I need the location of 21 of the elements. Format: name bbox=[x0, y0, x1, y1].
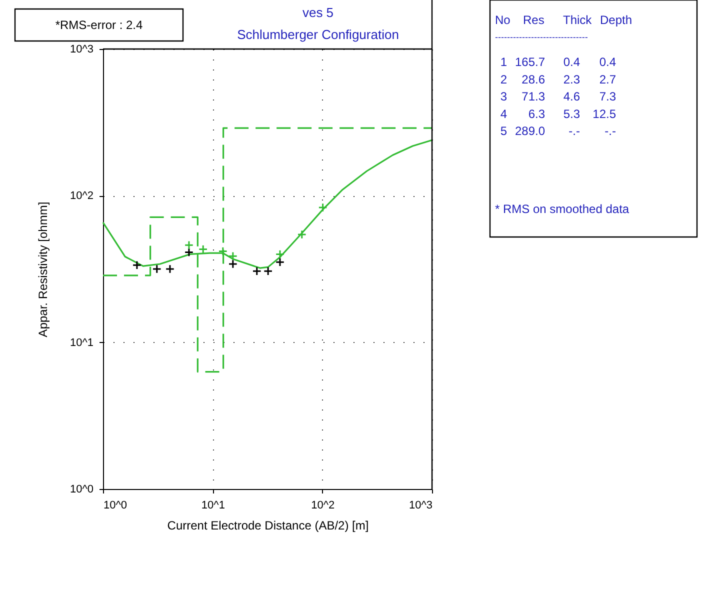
chart-subtitle: Schlumberger Configuration bbox=[237, 27, 399, 42]
y-tick-label: 10^2 bbox=[70, 190, 94, 202]
chart-title: ves 5 bbox=[302, 5, 334, 20]
text: 1 165.7 0.4 0.4 bbox=[500, 55, 616, 69]
text: No Res Thick Depth bbox=[495, 13, 632, 27]
x-tick-label: 10^1 bbox=[201, 500, 225, 512]
y-axis-title: Appar. Resistivity [ohmm] bbox=[36, 202, 50, 338]
x-tick-label: 10^3 bbox=[408, 500, 432, 512]
y-tick-label: 10^0 bbox=[70, 484, 94, 496]
text: 4 6.3 5.3 12.5 bbox=[500, 106, 616, 121]
x-axis-title: Current Electrode Distance (AB/2) [m] bbox=[167, 518, 369, 532]
text: 3 71.3 4.6 7.3 bbox=[500, 90, 616, 104]
text: * RMS on smoothed data bbox=[495, 202, 630, 216]
x-tick-label: 10^2 bbox=[311, 500, 335, 512]
y-tick-label: 10^1 bbox=[70, 336, 94, 349]
text: ------------------------------- bbox=[495, 32, 588, 42]
text: 5 289.0 -.- -.- bbox=[500, 124, 616, 138]
x-tick-label: 10^0 bbox=[104, 500, 128, 512]
y-tick-label: 10^3 bbox=[70, 44, 94, 56]
text: *RMS-error : 2.4 bbox=[55, 18, 143, 32]
text: 2 28.6 2.3 2.7 bbox=[500, 72, 616, 86]
